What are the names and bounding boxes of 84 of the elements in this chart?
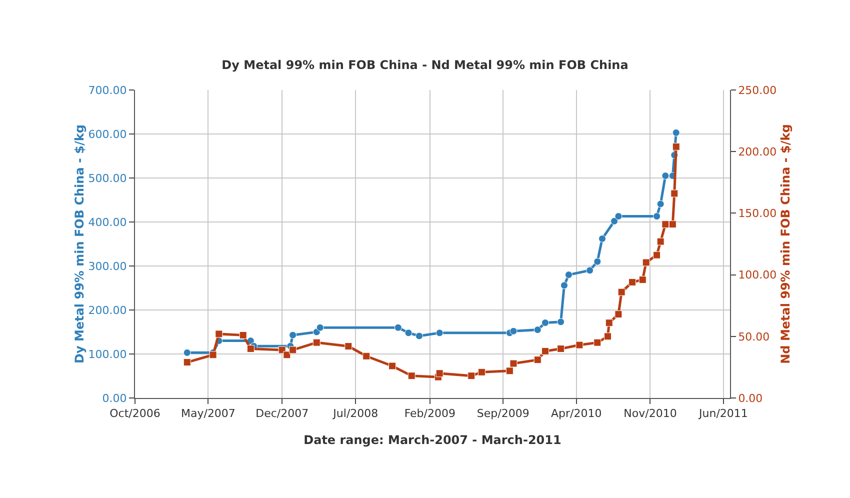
point	[404, 329, 412, 337]
y2-tick-label: 200.00	[738, 145, 777, 158]
point	[594, 258, 602, 266]
point	[283, 351, 291, 359]
point	[598, 234, 606, 242]
point	[239, 331, 247, 339]
point	[344, 342, 352, 350]
point	[316, 324, 324, 332]
point	[653, 212, 661, 220]
x-tick-label: Sep/2009	[476, 407, 530, 420]
point	[289, 346, 297, 354]
point	[638, 276, 646, 284]
y2-tick-label: 250.00	[738, 84, 777, 97]
point	[662, 172, 670, 180]
x-tick-label: Jul/2008	[332, 407, 378, 420]
point	[668, 220, 676, 228]
point	[614, 212, 622, 220]
point	[656, 238, 664, 246]
y-tick-label: 400.00	[88, 216, 127, 229]
y-axis-title: Dy Metal 99% min FOB China - $/kg	[72, 124, 86, 364]
y2-tick-label: 50.00	[738, 330, 770, 344]
point	[394, 324, 402, 332]
x-tick-label: Oct/2006	[110, 407, 160, 420]
point	[604, 332, 612, 340]
x-tick-label: Nov/2010	[624, 407, 677, 420]
point	[436, 370, 444, 378]
point	[468, 372, 476, 380]
point	[614, 310, 622, 318]
point	[209, 351, 217, 359]
point	[564, 271, 572, 279]
x-axis-title: Date range: March-2007 - March-2011	[304, 433, 562, 447]
point	[656, 200, 664, 208]
y-tick-label: 100.00	[88, 348, 127, 361]
point	[628, 278, 636, 286]
point	[576, 341, 584, 349]
point	[586, 266, 594, 274]
point	[289, 331, 297, 339]
y-tick-label: 200.00	[88, 304, 127, 317]
point	[672, 142, 680, 150]
point	[246, 344, 254, 352]
point	[542, 347, 549, 355]
point	[478, 368, 486, 376]
y2-tick-label: 100.00	[738, 268, 777, 282]
point	[610, 217, 618, 225]
chart-title: Dy Metal 99% min FOB China - Nd Metal 99% min FOB China	[222, 58, 628, 72]
x-tick-label: May/2007	[180, 407, 236, 420]
y2-tick-label: 150.00	[738, 207, 777, 220]
point	[436, 329, 444, 337]
point	[408, 372, 416, 380]
point	[506, 367, 514, 375]
point	[560, 282, 568, 290]
y-tick-label: 500.00	[88, 172, 127, 185]
point	[672, 128, 680, 136]
point	[534, 356, 542, 364]
y-tick-label: 700.00	[88, 84, 127, 97]
point	[653, 251, 661, 259]
point	[415, 332, 423, 340]
x-tick-label: Apr/2010	[550, 407, 602, 420]
point	[362, 352, 370, 360]
y-tick-label: 600.00	[88, 128, 127, 141]
point	[542, 319, 549, 327]
point	[183, 358, 191, 366]
x-tick-label: Feb/2009	[404, 407, 456, 420]
y-tick-label: 0.00	[102, 392, 127, 405]
point	[534, 326, 542, 334]
point	[557, 318, 565, 326]
point	[388, 362, 396, 370]
point	[618, 288, 626, 296]
x-tick-label: Jun/2011	[698, 407, 748, 420]
y-tick-label: 300.00	[88, 260, 127, 273]
point	[510, 360, 518, 368]
y2-axis-title: Nd Metal 99% min FOB China - $/kg	[778, 124, 793, 364]
point	[670, 190, 678, 198]
x-tick-label: Dec/2007	[256, 407, 309, 420]
point	[605, 319, 613, 327]
point	[183, 348, 191, 356]
point	[662, 220, 670, 228]
point	[642, 258, 650, 266]
point	[510, 327, 518, 335]
point	[594, 338, 602, 346]
point	[557, 344, 565, 352]
point	[312, 338, 320, 346]
y2-tick-label: 0.00	[738, 392, 763, 405]
point	[215, 330, 223, 338]
